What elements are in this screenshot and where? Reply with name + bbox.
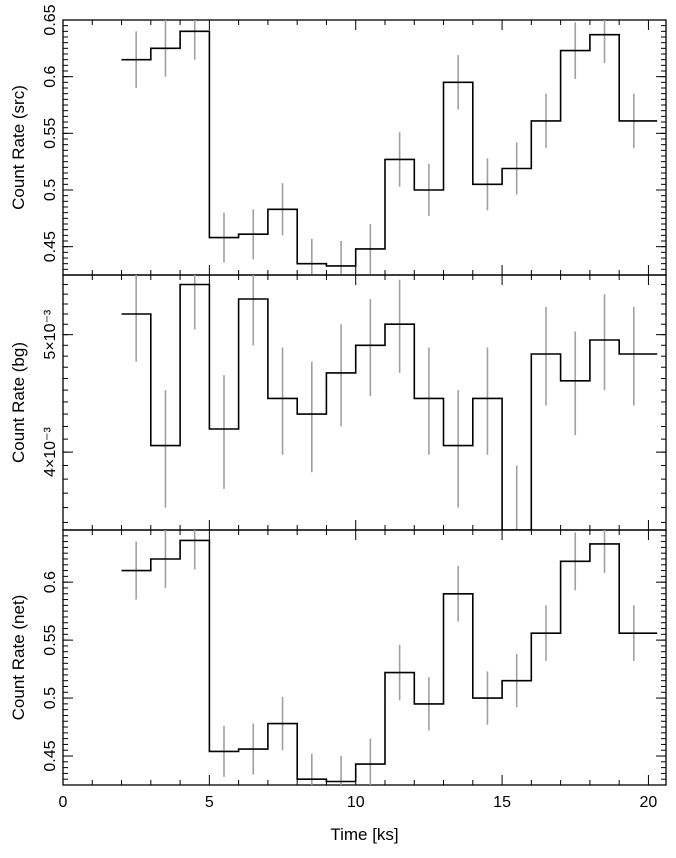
series-src bbox=[121, 20, 658, 275]
y-axis-label: Count Rate (bg) bbox=[9, 342, 28, 463]
x-tick-label: 0 bbox=[59, 794, 68, 811]
y-tick-label: 5×10⁻³ bbox=[42, 309, 59, 359]
x-tick-label: 5 bbox=[205, 794, 214, 811]
series-net bbox=[121, 530, 658, 785]
y-tick-label: 0.65 bbox=[42, 4, 59, 35]
y-tick-label: 0.55 bbox=[42, 624, 59, 655]
x-tick-label: 15 bbox=[493, 794, 511, 811]
panel-net: 0.45 0.5 0.55 0.6 Count Rate (net) bbox=[9, 529, 667, 786]
y-tick-label: 0.6 bbox=[42, 571, 59, 593]
series-bg bbox=[121, 275, 658, 530]
step-line bbox=[121, 283, 658, 530]
panel-src: 0.45 0.5 0.55 0.6 0.65 Count Rate (src) bbox=[9, 4, 667, 276]
y-axis-label: Count Rate (src) bbox=[9, 85, 28, 210]
step-line bbox=[121, 539, 658, 783]
x-tick-label: 20 bbox=[640, 794, 658, 811]
y-tick-label: 0.6 bbox=[42, 65, 59, 87]
x-axis-label: Time [ks] bbox=[330, 825, 398, 844]
step-line bbox=[121, 30, 658, 267]
y-tick-label: 0.55 bbox=[42, 118, 59, 149]
y-axis-label: Count Rate (net) bbox=[9, 595, 28, 721]
y-tick-label: 0.45 bbox=[42, 740, 59, 771]
y-tick-label: 0.5 bbox=[42, 179, 59, 201]
y-tick-label: 0.45 bbox=[42, 231, 59, 262]
panel-bg: 4×10⁻³ 5×10⁻³ Count Rate (bg) bbox=[9, 274, 667, 531]
y-tick-label: 0.5 bbox=[42, 687, 59, 709]
y-tick-label: 4×10⁻³ bbox=[42, 427, 59, 477]
x-tick-label: 10 bbox=[347, 794, 365, 811]
